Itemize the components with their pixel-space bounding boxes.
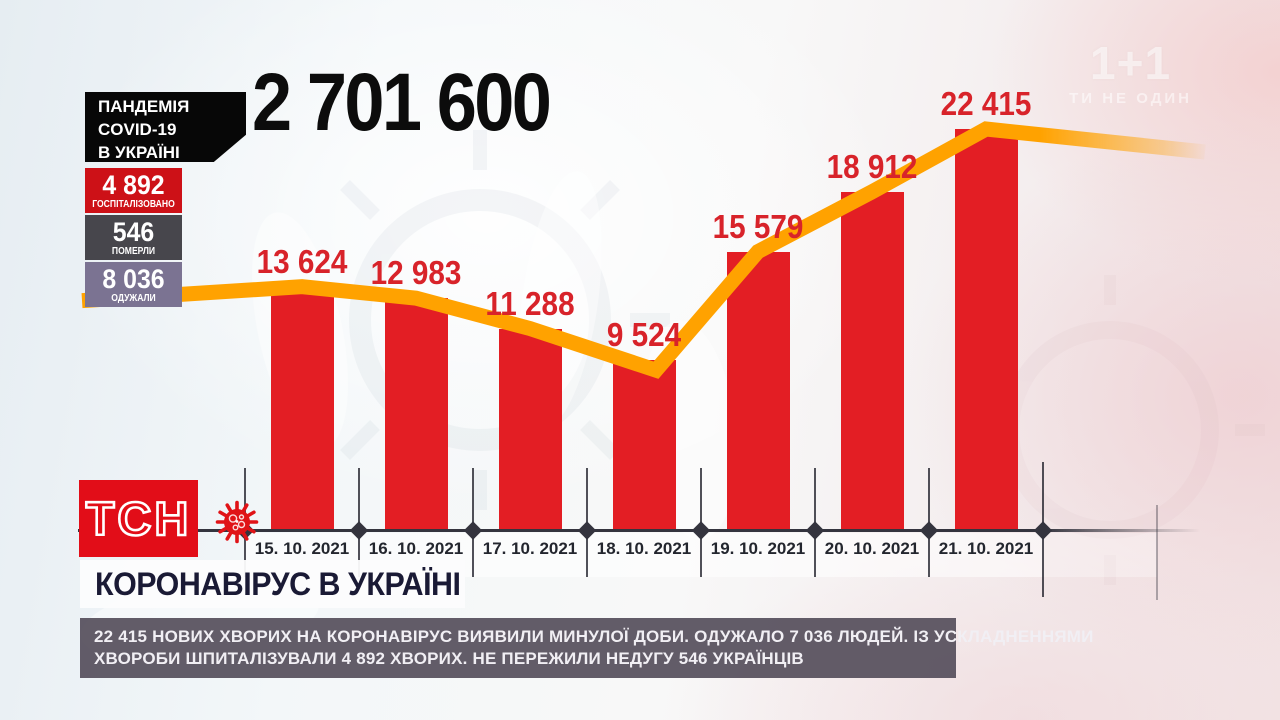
date-label: 17. 10. 2021 [482,539,578,558]
stat-died-label: ПОМЕРЛИ [111,246,156,257]
news-ticker: 22 415 НОВИХ ХВОРИХ НА КОРОНАВІРУС ВИЯВИ… [80,618,1094,678]
bar-value-label: 22 415 [940,85,1032,122]
date-axis-strip-extension [1043,533,1157,577]
pandemic-line-1: ПАНДЕМІЯ [98,97,190,116]
bar-20. 10. 2021 [840,191,904,531]
stat-recovered: 8 036 ОДУЖАЛИ [85,262,182,307]
pandemic-line-3: В УКРАЇНІ [98,143,180,162]
virus-icon [215,500,259,544]
stat-recovered-label: ОДУЖАЛИ [111,293,156,304]
headline-banner: КОРОНАВІРУС В УКРАЇНІ [80,560,465,608]
total-cases-number: 2 701 600 [252,57,552,148]
bar-17. 10. 2021 [498,328,562,531]
oneplusone-logo: 1+1 [1090,37,1172,89]
axis-tick [700,468,702,577]
headline-text: КОРОНАВІРУС В УКРАЇНІ [95,565,461,602]
date-label: 21. 10. 2021 [938,539,1034,558]
bar-value-label: 12 983 [370,254,462,292]
channel-watermark: 1+1 ТИ НЕ ОДИН [1069,40,1192,107]
date-label: 18. 10. 2021 [596,539,692,558]
stat-recovered-value: 8 036 [102,264,165,294]
bar-value-label: 15 579 [712,207,804,245]
stat-hospitalized-value: 4 892 [102,170,165,200]
date-label: 20. 10. 2021 [824,539,920,558]
stat-died: 546 ПОМЕРЛИ [85,215,182,260]
axis-tick-faint [1156,505,1158,600]
tsn-logo: ТСН [79,480,198,557]
bar-15. 10. 2021 [270,286,334,531]
axis-tick [814,468,816,577]
axis-tick [928,468,930,577]
stats-panel: 4 892 ГОСПІТАЛІЗОВАНО 546 ПОМЕРЛИ 8 036 … [85,168,182,309]
bar-value-label: 11 288 [485,284,575,322]
bar-18. 10. 2021 [612,360,676,531]
bar-19. 10. 2021 [726,251,790,531]
date-label: 15. 10. 2021 [254,539,350,558]
axis-tick [1042,462,1044,597]
bar-21. 10. 2021 [954,129,1018,531]
axis-tick [472,468,474,577]
ticker-line-2: ХВОРОБИ ШПИТАЛІЗУВАЛИ 4 892 ХВОРИХ. НЕ П… [94,649,804,668]
date-label: 19. 10. 2021 [710,539,806,558]
bar-16. 10. 2021 [384,298,448,531]
watermark-slogan: ТИ НЕ ОДИН [1069,90,1192,107]
stat-hospitalized-label: ГОСПІТАЛІЗОВАНО [92,199,175,210]
bar-value-label: 9 524 [606,316,682,354]
bar-value-label: 18 912 [826,147,918,185]
axis-tick [586,468,588,577]
stat-hospitalized: 4 892 ГОСПІТАЛІЗОВАНО [85,168,182,213]
stat-died-value: 546 [112,217,155,247]
ticker-line-1: 22 415 НОВИХ ХВОРИХ НА КОРОНАВІРУС ВИЯВИ… [94,627,1094,646]
pandemic-line-2: COVID-19 [98,120,177,139]
pandemic-title-box: ПАНДЕМІЯ COVID-19 В УКРАЇНІ [85,92,246,162]
date-label: 16. 10. 2021 [368,539,464,558]
